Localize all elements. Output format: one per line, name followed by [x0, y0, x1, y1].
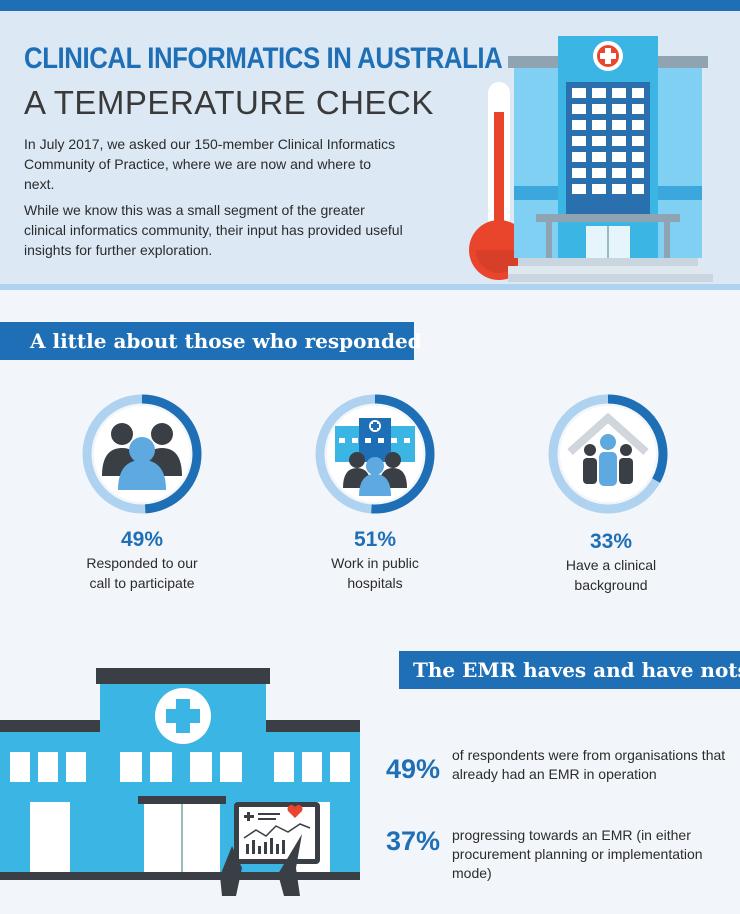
- thermometer-icon: [469, 82, 529, 280]
- emr-percent-operating: 49%: [386, 754, 441, 784]
- respondents-heading: A little about those who responded: [0, 322, 422, 360]
- intro-paragraph-1: In July 2017, we asked our 150-member Cl…: [24, 136, 396, 192]
- hospital-staff-icon-glyph: [335, 418, 415, 496]
- people-group-icon-glyph: [102, 423, 182, 490]
- emr-hospital-icon: [0, 668, 360, 896]
- emr-percent-progressing: 37%: [386, 826, 441, 856]
- stat-percent-respondents: 49%: [120, 528, 164, 551]
- emr-heading: The EMR haves and have nots: [399, 651, 740, 689]
- page-title: CLINICAL INFORMATICS IN AUSTRALIA: [24, 42, 503, 75]
- stat-percent-public-hospitals: 51%: [353, 528, 397, 551]
- home-family-icon-glyph: [567, 412, 649, 486]
- stat-label-clinical: Have a clinical background: [565, 557, 657, 593]
- home-family-icon: [548, 394, 668, 514]
- stat-percent-clinical: 33%: [589, 530, 633, 553]
- stat-label-respondents: Responded to our call to participate: [86, 555, 198, 591]
- hospital-staff-icon: [315, 394, 435, 514]
- stat-label-public-hospitals: Work in public hospitals: [331, 555, 419, 591]
- emr-text-progressing: progressing towards an EMR (in either pr…: [452, 827, 703, 881]
- ring-progress: [315, 394, 435, 514]
- top-accent-bar: [0, 0, 740, 11]
- ring-progress: [548, 394, 668, 514]
- hospital-building-icon: [508, 36, 713, 282]
- intro-paragraph-2: While we know this was a small segment o…: [24, 202, 403, 258]
- people-group-icon: [82, 394, 202, 514]
- emr-text-operating: of respondents were from organisations t…: [452, 747, 726, 782]
- header-divider: [0, 284, 740, 290]
- ring-progress: [82, 394, 202, 514]
- page-subtitle: A TEMPERATURE CHECK: [24, 84, 434, 121]
